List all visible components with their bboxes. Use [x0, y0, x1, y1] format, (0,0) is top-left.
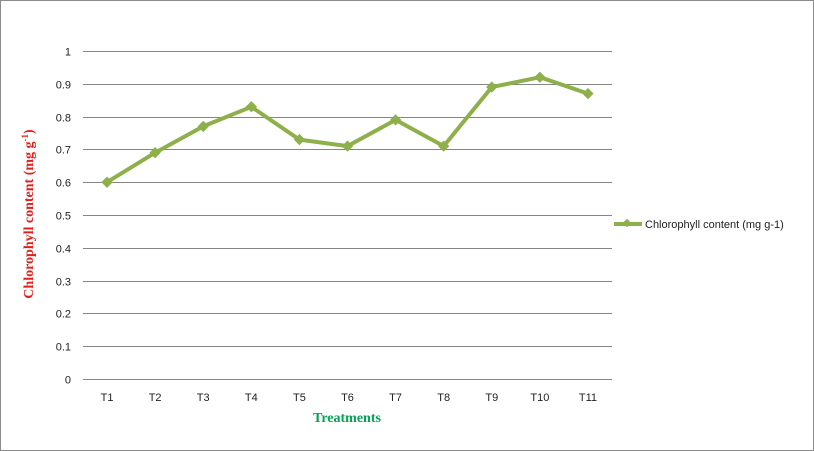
- y-tick-label: 0.4: [56, 244, 71, 256]
- y-axis-ticks: 0 0.1 0.2 0.3 0.4 0.5 0.6 0.7 0.8 0.9 1: [56, 47, 71, 387]
- y-tick-label: 0.7: [56, 145, 71, 157]
- x-tick-label: T4: [245, 392, 258, 404]
- data-point-marker: [149, 147, 161, 159]
- data-point-marker: [438, 140, 450, 152]
- x-tick-label: T1: [101, 392, 114, 404]
- y-axis-title-end: ): [22, 129, 37, 134]
- series-layer: [101, 71, 594, 188]
- series-line: [105, 75, 589, 184]
- x-tick-label: T2: [149, 392, 162, 404]
- y-tick-label: 0.2: [56, 309, 71, 321]
- x-tick-label: T8: [437, 392, 450, 404]
- y-tick-label: 0.6: [56, 178, 71, 190]
- data-point-marker: [582, 87, 594, 100]
- y-axis-title-sup: -1: [20, 133, 30, 141]
- y-tick-label: 0.8: [56, 113, 71, 125]
- x-tick-label: T3: [197, 392, 210, 404]
- x-tick-label: T7: [389, 392, 402, 404]
- y-axis-title: Chlorophyll content (mg g-1): [20, 129, 37, 299]
- legend-label: Chlorophyll content (mg g-1): [645, 219, 784, 231]
- legend: Chlorophyll content (mg g-1): [614, 218, 784, 231]
- data-point-marker: [534, 71, 546, 83]
- data-point-marker: [341, 140, 354, 152]
- y-tick-label: 0: [65, 375, 71, 387]
- x-tick-label: T10: [530, 392, 549, 404]
- y-tick-label: 0.9: [56, 80, 71, 92]
- y-tick-label: 1: [65, 47, 71, 59]
- y-tick-label: 0.5: [56, 211, 71, 223]
- data-point-marker: [293, 133, 306, 146]
- x-tick-label: T6: [341, 392, 354, 404]
- x-axis-ticks: T1 T2 T3 T4 T5 T6 T7 T8 T9 T10 T11: [101, 392, 597, 404]
- x-tick-label: T5: [293, 392, 306, 404]
- y-tick-label: 0.3: [56, 277, 71, 289]
- y-axis-title-main: Chlorophyll content (mg g: [22, 141, 37, 298]
- y-tick-label: 0.1: [56, 342, 71, 354]
- x-axis-title: Treatments: [313, 411, 381, 426]
- x-tick-label: T9: [485, 392, 498, 404]
- gridlines: [83, 51, 612, 380]
- x-tick-label: T11: [579, 392, 597, 404]
